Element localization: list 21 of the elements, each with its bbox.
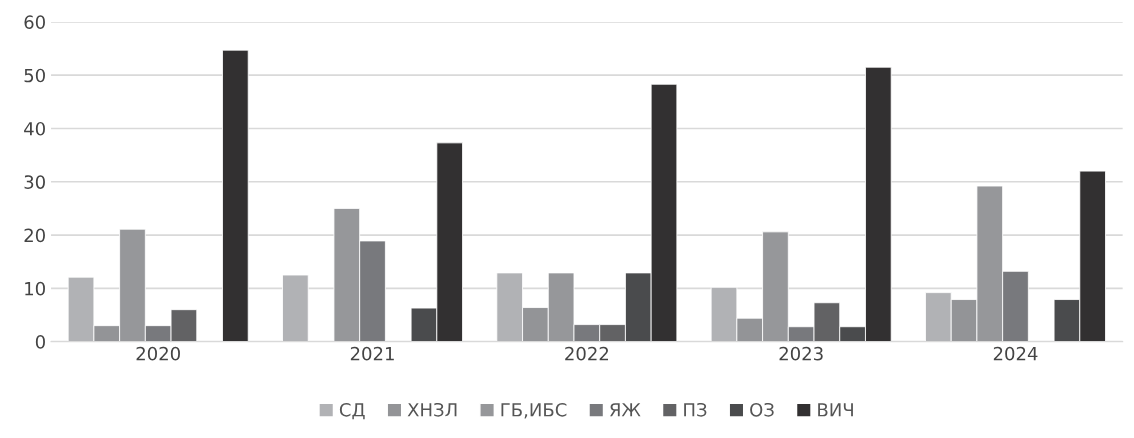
legend-label: ОЗ <box>750 402 774 417</box>
y-tick-label: 50 <box>24 68 45 83</box>
y-tick-label: 20 <box>24 228 45 243</box>
bar <box>222 49 249 342</box>
x-tick-label: 2020 <box>136 346 180 361</box>
x-tick-label: 2023 <box>779 346 823 361</box>
y-tick-label: 40 <box>24 121 45 136</box>
y-tick-label: 10 <box>25 281 45 296</box>
legend-label: ВИЧ <box>818 403 853 417</box>
y-tick-label: 30 <box>24 175 45 189</box>
x-tick-label: 2021 <box>350 346 394 361</box>
x-tick-label: 2024 <box>993 346 1038 361</box>
y-tick-label: 60 <box>24 15 45 30</box>
y-tick-label: 0 <box>35 335 45 349</box>
legend-label: ХНЗЛ <box>407 402 457 417</box>
bar <box>282 274 309 342</box>
legend-label: ПЗ <box>684 402 707 417</box>
legend-label: ГБ,ИБС <box>501 402 567 419</box>
legend-label: СД <box>339 402 365 420</box>
x-tick-label: 2022 <box>565 346 609 361</box>
legend-label: ЯЖ <box>610 403 641 417</box>
